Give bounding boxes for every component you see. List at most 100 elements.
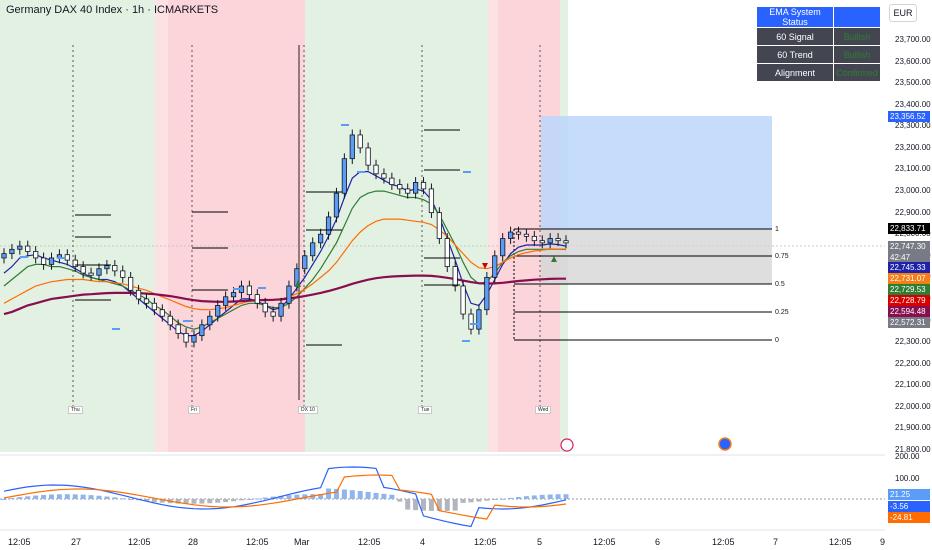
ema-row-value: Confirmed (833, 63, 881, 82)
macd-histogram-bar (48, 494, 54, 499)
candle-body (1, 253, 7, 259)
price-axis-label[interactable]: 23,500.00 (895, 78, 931, 88)
price-axis-label[interactable]: 23,700.00 (895, 35, 931, 44)
session-zone (155, 0, 168, 452)
candle-body (230, 292, 237, 298)
price-axis-label[interactable]: 21,800.00 (895, 445, 931, 454)
price-tag: 42:47 (888, 252, 930, 263)
time-axis-label[interactable]: Mar (294, 537, 310, 547)
macd-histogram-bar (436, 499, 442, 511)
session-zone (0, 0, 155, 452)
time-axis-label[interactable]: 9 (880, 537, 886, 547)
candle-body (64, 254, 70, 261)
day-separators (72, 45, 541, 410)
time-axis-label[interactable]: 7 (773, 537, 779, 547)
fib-level-label: 0.5 (775, 281, 785, 288)
price-axis-label[interactable]: 22,900.00 (895, 207, 931, 217)
session-zone (305, 0, 312, 452)
candle-body (318, 233, 324, 244)
candle-body (40, 257, 47, 265)
price-axis-label[interactable]: 23,000.00 (895, 186, 931, 196)
day-label: Tue (418, 406, 433, 414)
macd-histogram-bar (508, 497, 514, 499)
time-axis-label[interactable]: 12:05 (474, 537, 497, 547)
price-axis-label[interactable]: 22,100.00 (895, 380, 931, 390)
candle-body (531, 235, 537, 242)
macd-pane (1, 466, 569, 528)
macd-histogram-bar (238, 499, 244, 501)
ema-status-table: EMA System Status 60 Signal Bullish 60 Tr… (756, 6, 881, 82)
price-axis-label[interactable]: 23,100.00 (895, 164, 931, 174)
session-zone (168, 0, 305, 452)
price-axis-label[interactable]: 23,600.00 (895, 56, 931, 66)
candle-body (120, 270, 126, 278)
time-axis-label[interactable]: 5 (537, 537, 543, 547)
macd-histogram-bar (523, 496, 529, 499)
macd-histogram-bar (460, 499, 466, 503)
candle-body (286, 285, 292, 304)
candle-body (17, 245, 23, 250)
macd-histogram-bar (80, 494, 86, 499)
time-axis-label[interactable]: 12:05 (8, 537, 31, 547)
macd-histogram-bar (484, 499, 490, 501)
macd-histogram-bar (547, 494, 553, 499)
day-label: DX 10 (298, 406, 318, 414)
candle-body (349, 134, 355, 160)
macd-histogram-bar (318, 494, 324, 499)
macd-histogram-bar (64, 494, 70, 499)
price-axis-label[interactable]: 22,300.00 (895, 337, 931, 347)
time-axis-label[interactable]: 12:05 (358, 537, 381, 547)
macd-histogram-bar (531, 495, 537, 499)
ema-table-header: EMA System Status (756, 6, 834, 28)
price-axis-label[interactable]: 23,400.00 (895, 99, 931, 109)
time-axis-label[interactable]: 4 (420, 537, 426, 547)
macd-axis-label: 100.00 (895, 474, 920, 483)
fib-level-label: 0.75 (775, 253, 789, 260)
candle-body (33, 251, 39, 259)
time-axis-label[interactable]: 28 (188, 537, 199, 547)
macd-tag: -24.81 (888, 512, 930, 523)
candle-body (341, 158, 347, 194)
candle-body (207, 315, 213, 326)
price-axis-label[interactable]: 23,300.00 (895, 121, 931, 131)
macd-histogram-bar (492, 499, 498, 500)
time-axis-label[interactable]: 12:05 (128, 537, 151, 547)
macd-histogram-bar (231, 499, 237, 502)
macd-tag: 21.25 (888, 489, 930, 500)
time-axis-label[interactable]: 27 (71, 537, 82, 547)
candle-body (460, 285, 466, 315)
macd-histogram-bar (254, 498, 260, 500)
buy-arrow-icon (295, 280, 301, 287)
currency-button[interactable]: EUR (889, 4, 917, 22)
session-zone (488, 0, 498, 452)
candle-body (539, 240, 545, 244)
candle-body (381, 173, 387, 179)
macd-histogram-bar (444, 499, 450, 511)
macd-histogram-bar (405, 499, 411, 510)
macd-histogram-bar (112, 497, 118, 499)
macd-histogram-bar (104, 496, 110, 499)
macd-histogram-bar (246, 499, 252, 500)
fib-level-label: 1 (775, 226, 779, 233)
time-axis-label[interactable]: 12:05 (246, 537, 269, 547)
price-axis-label[interactable]: 22,000.00 (895, 401, 931, 411)
time-axis-label[interactable]: 12:05 (593, 537, 616, 547)
candle-body (365, 147, 371, 166)
time-axis-label[interactable]: 12:05 (712, 537, 735, 547)
macd-line (3, 466, 567, 528)
day-label: Thu (68, 406, 83, 414)
ema-row-label: Alignment (756, 63, 834, 82)
time-axis-label[interactable]: 12:05 (829, 537, 852, 547)
price-axis-label[interactable]: 22,200.00 (895, 358, 931, 368)
ema-row-value: Bullish (833, 45, 881, 64)
candle-body (444, 238, 450, 267)
macd-histogram-bar (33, 495, 39, 499)
price-axis-label[interactable]: 23,200.00 (895, 142, 931, 152)
candle-body (223, 296, 229, 306)
price-tag: 22,745.33 (888, 262, 930, 273)
level-markers (20, 124, 478, 346)
price-axis-label[interactable]: 21,900.00 (895, 423, 931, 433)
candle-body (215, 305, 221, 317)
time-axis-label[interactable]: 6 (655, 537, 661, 547)
